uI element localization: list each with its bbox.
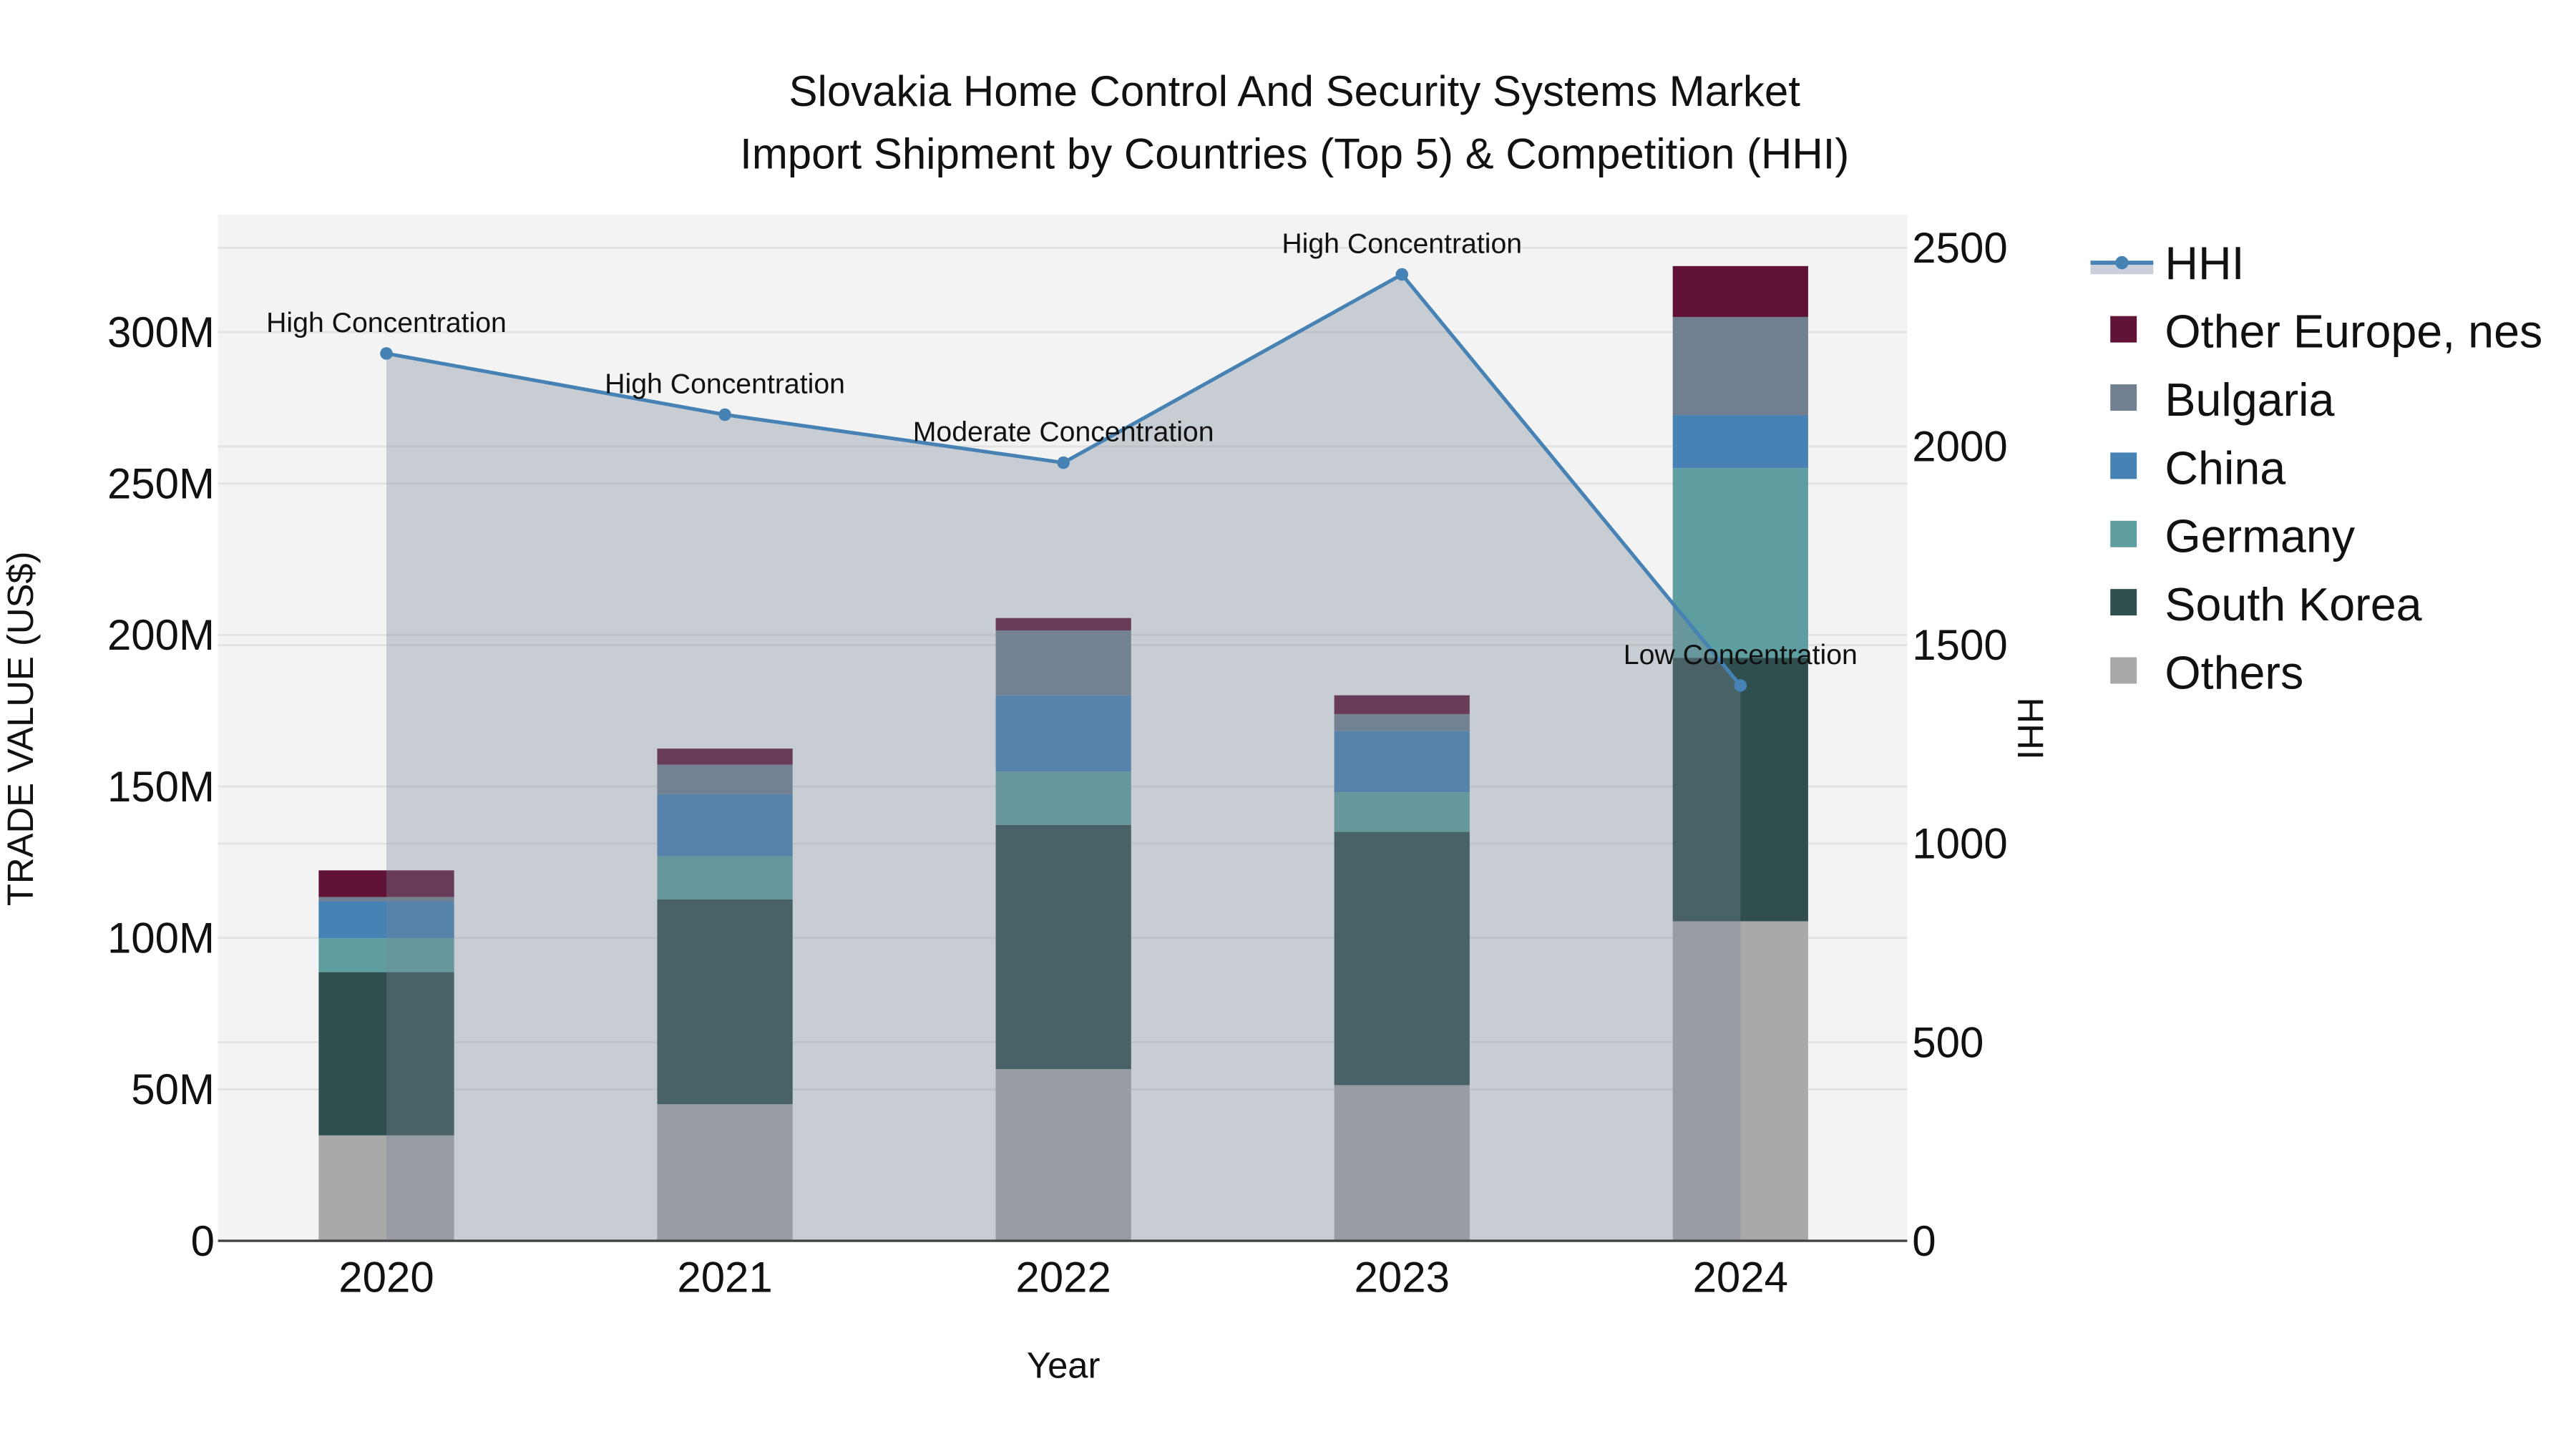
legend-swatch-icon [2110, 589, 2137, 616]
chart-title: Slovakia Home Control And Security Syste… [789, 67, 1800, 115]
legend-swatch-icon [2110, 384, 2137, 411]
y2-tick-label: 0 [1912, 1217, 1936, 1265]
hhi-annotation: Moderate Concentration [913, 416, 1214, 448]
y-tick-label: 100M [107, 914, 215, 962]
legend-label: South Korea [2165, 578, 2421, 630]
bar-segment-south-korea-2024 [1672, 658, 1808, 922]
bar-segment-china-2023 [1334, 731, 1470, 793]
hhi-point-2023 [1395, 268, 1408, 281]
bar-segment-germany-2020 [318, 938, 454, 972]
x-axis-ticks: 2020 2021 2022 2023 2024 [338, 1254, 1788, 1302]
legend-item-germany[interactable]: Germany [2110, 510, 2356, 562]
legend-label: Germany [2165, 510, 2355, 562]
bar-segment-others-2021 [657, 1104, 793, 1241]
legend-item-bulgaria[interactable]: Bulgaria [2110, 374, 2334, 426]
legend-label: Other Europe, nes [2165, 306, 2542, 358]
y2-tick-label: 1000 [1912, 820, 2007, 868]
legend-item-china[interactable]: China [2110, 441, 2285, 494]
y-tick-label: 50M [131, 1065, 215, 1113]
y-tick-label: 0 [191, 1217, 215, 1265]
y2-axis-title: HHI [2010, 698, 2051, 760]
hhi-annotation: Low Concentration [1624, 639, 1858, 670]
hhi-point-2021 [718, 408, 731, 421]
y2-tick-label: 500 [1912, 1018, 1984, 1066]
bar-segment-bulgaria-2022 [995, 630, 1131, 696]
legend-label: Others [2165, 646, 2303, 698]
hhi-annotations: High Concentration High Concentration Mode… [266, 228, 1858, 671]
bar-segment-other-europe-nes-2022 [995, 618, 1131, 631]
bar-segment-other-europe-nes-2023 [1334, 695, 1470, 714]
y2-tick-label: 2000 [1912, 423, 2007, 471]
x-tick-label: 2024 [1693, 1254, 1788, 1302]
hhi-line [380, 268, 1747, 692]
bar-segment-germany-2022 [995, 771, 1131, 825]
legend: HHI Other Europe, nes Bulgaria China Germany… [2090, 237, 2542, 698]
hhi-point-2020 [380, 347, 393, 360]
legend-item-hhi[interactable]: HHI [2090, 237, 2245, 289]
legend-swatch-icon [2110, 520, 2137, 547]
bar-segment-bulgaria-2021 [657, 764, 793, 795]
x-tick-label: 2023 [1355, 1254, 1450, 1302]
chart-subtitle: Import Shipment by Countries (Top 5) & C… [740, 130, 1849, 178]
legend-label: China [2165, 441, 2285, 494]
bar-segment-bulgaria-2023 [1334, 713, 1470, 731]
y2-axis-ticks: 0 500 1000 1500 2000 2500 [1912, 224, 2007, 1265]
y-axis-ticks: 0 50M 100M 150M 200M 250M 300M [107, 308, 215, 1265]
bar-segment-others-2020 [318, 1135, 454, 1241]
bar-segment-china-2024 [1672, 415, 1808, 469]
bar-segment-other-europe-nes-2020 [318, 870, 454, 897]
bar-segment-germany-2024 [1672, 468, 1808, 658]
bar-segment-other-europe-nes-2021 [657, 748, 793, 765]
legend-swatch-icon [2110, 316, 2137, 343]
bar-segment-south-korea-2021 [657, 899, 793, 1105]
x-tick-label: 2021 [677, 1254, 772, 1302]
hhi-annotation: High Concentration [1282, 228, 1522, 260]
bar-segment-china-2020 [318, 901, 454, 939]
hhi-point-2024 [1734, 679, 1747, 692]
bar-segment-others-2023 [1334, 1085, 1470, 1241]
y-tick-label: 150M [107, 763, 215, 811]
x-tick-label: 2020 [338, 1254, 434, 1302]
bar-segment-germany-2023 [1334, 792, 1470, 832]
legend-marker-icon [2115, 255, 2129, 270]
y-tick-label: 250M [107, 460, 215, 508]
legend-label: HHI [2165, 237, 2244, 289]
y-tick-label: 300M [107, 308, 215, 356]
hhi-area [386, 274, 1741, 1241]
y2-tick-label: 1500 [1912, 621, 2007, 669]
bar-segment-others-2024 [1672, 921, 1808, 1241]
bar-segment-other-europe-nes-2024 [1672, 265, 1808, 317]
y2-tick-label: 2500 [1912, 224, 2007, 272]
bar-segment-south-korea-2022 [995, 824, 1131, 1070]
bar-segment-china-2022 [995, 695, 1131, 772]
x-axis-title: Year [1027, 1345, 1101, 1386]
bar-segment-germany-2021 [657, 856, 793, 899]
x-tick-label: 2022 [1015, 1254, 1111, 1302]
hhi-annotation: High Concentration [266, 307, 507, 338]
legend-swatch-icon [2110, 657, 2137, 684]
bar-segment-bulgaria-2020 [318, 897, 454, 902]
legend-item-others[interactable]: Others [2110, 646, 2303, 698]
bar-segment-south-korea-2023 [1334, 831, 1470, 1085]
legend-swatch-icon [2110, 452, 2137, 479]
legend-item-other-europe-nes[interactable]: Other Europe, nes [2110, 306, 2542, 358]
legend-label: Bulgaria [2165, 374, 2334, 426]
bar-segment-south-korea-2020 [318, 972, 454, 1136]
legend-item-south-korea[interactable]: South Korea [2110, 578, 2422, 630]
bar-segment-china-2021 [657, 794, 793, 857]
bar-segment-bulgaria-2024 [1672, 316, 1808, 416]
hhi-area-fill [386, 274, 1741, 1241]
hhi-annotation: High Concentration [605, 368, 845, 399]
bars-group [318, 265, 1808, 1241]
bar-segment-others-2022 [995, 1069, 1131, 1241]
hhi-point-2022 [1057, 456, 1070, 469]
y-axis-title: TRADE VALUE (US$) [0, 551, 41, 906]
y-tick-label: 200M [107, 611, 215, 659]
